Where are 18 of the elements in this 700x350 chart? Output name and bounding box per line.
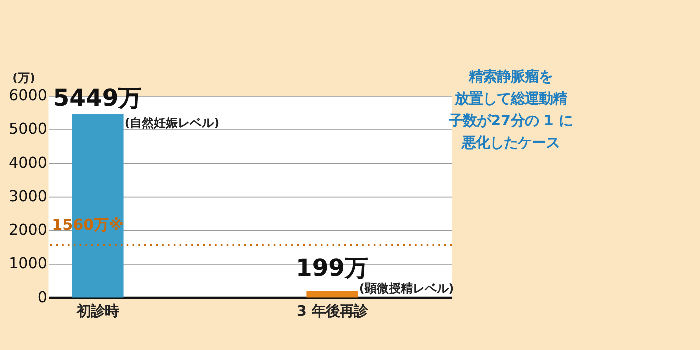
y-tick-label: 1000 bbox=[9, 254, 48, 273]
annotation: 子数が27分の 1 に bbox=[448, 113, 573, 130]
y-tick-label: 0 bbox=[38, 288, 48, 306]
text: 精索静脈瘤を bbox=[468, 68, 553, 86]
x-tick-label: 初診時 bbox=[76, 302, 119, 320]
y-tick-label: 4000 bbox=[9, 154, 48, 172]
annotation: (顕微授精レベル) bbox=[359, 282, 454, 296]
annotation: (自然妊娠レベル) bbox=[124, 116, 220, 130]
y-axis-title: (万) bbox=[12, 71, 36, 86]
text: 放置して総運動精 bbox=[454, 92, 567, 108]
data-label: 199万 bbox=[296, 254, 370, 282]
data-label: 5449万 bbox=[53, 84, 143, 112]
y-tick-label: 2000 bbox=[9, 221, 48, 240]
y-tick-label: 3000 bbox=[9, 187, 48, 206]
y-tick-label: 5000 bbox=[9, 120, 48, 138]
y-tick-label: 6000 bbox=[9, 86, 48, 105]
x-tick-label: 3 年後再診 bbox=[297, 302, 369, 320]
text: 悪化したケース bbox=[460, 135, 560, 152]
